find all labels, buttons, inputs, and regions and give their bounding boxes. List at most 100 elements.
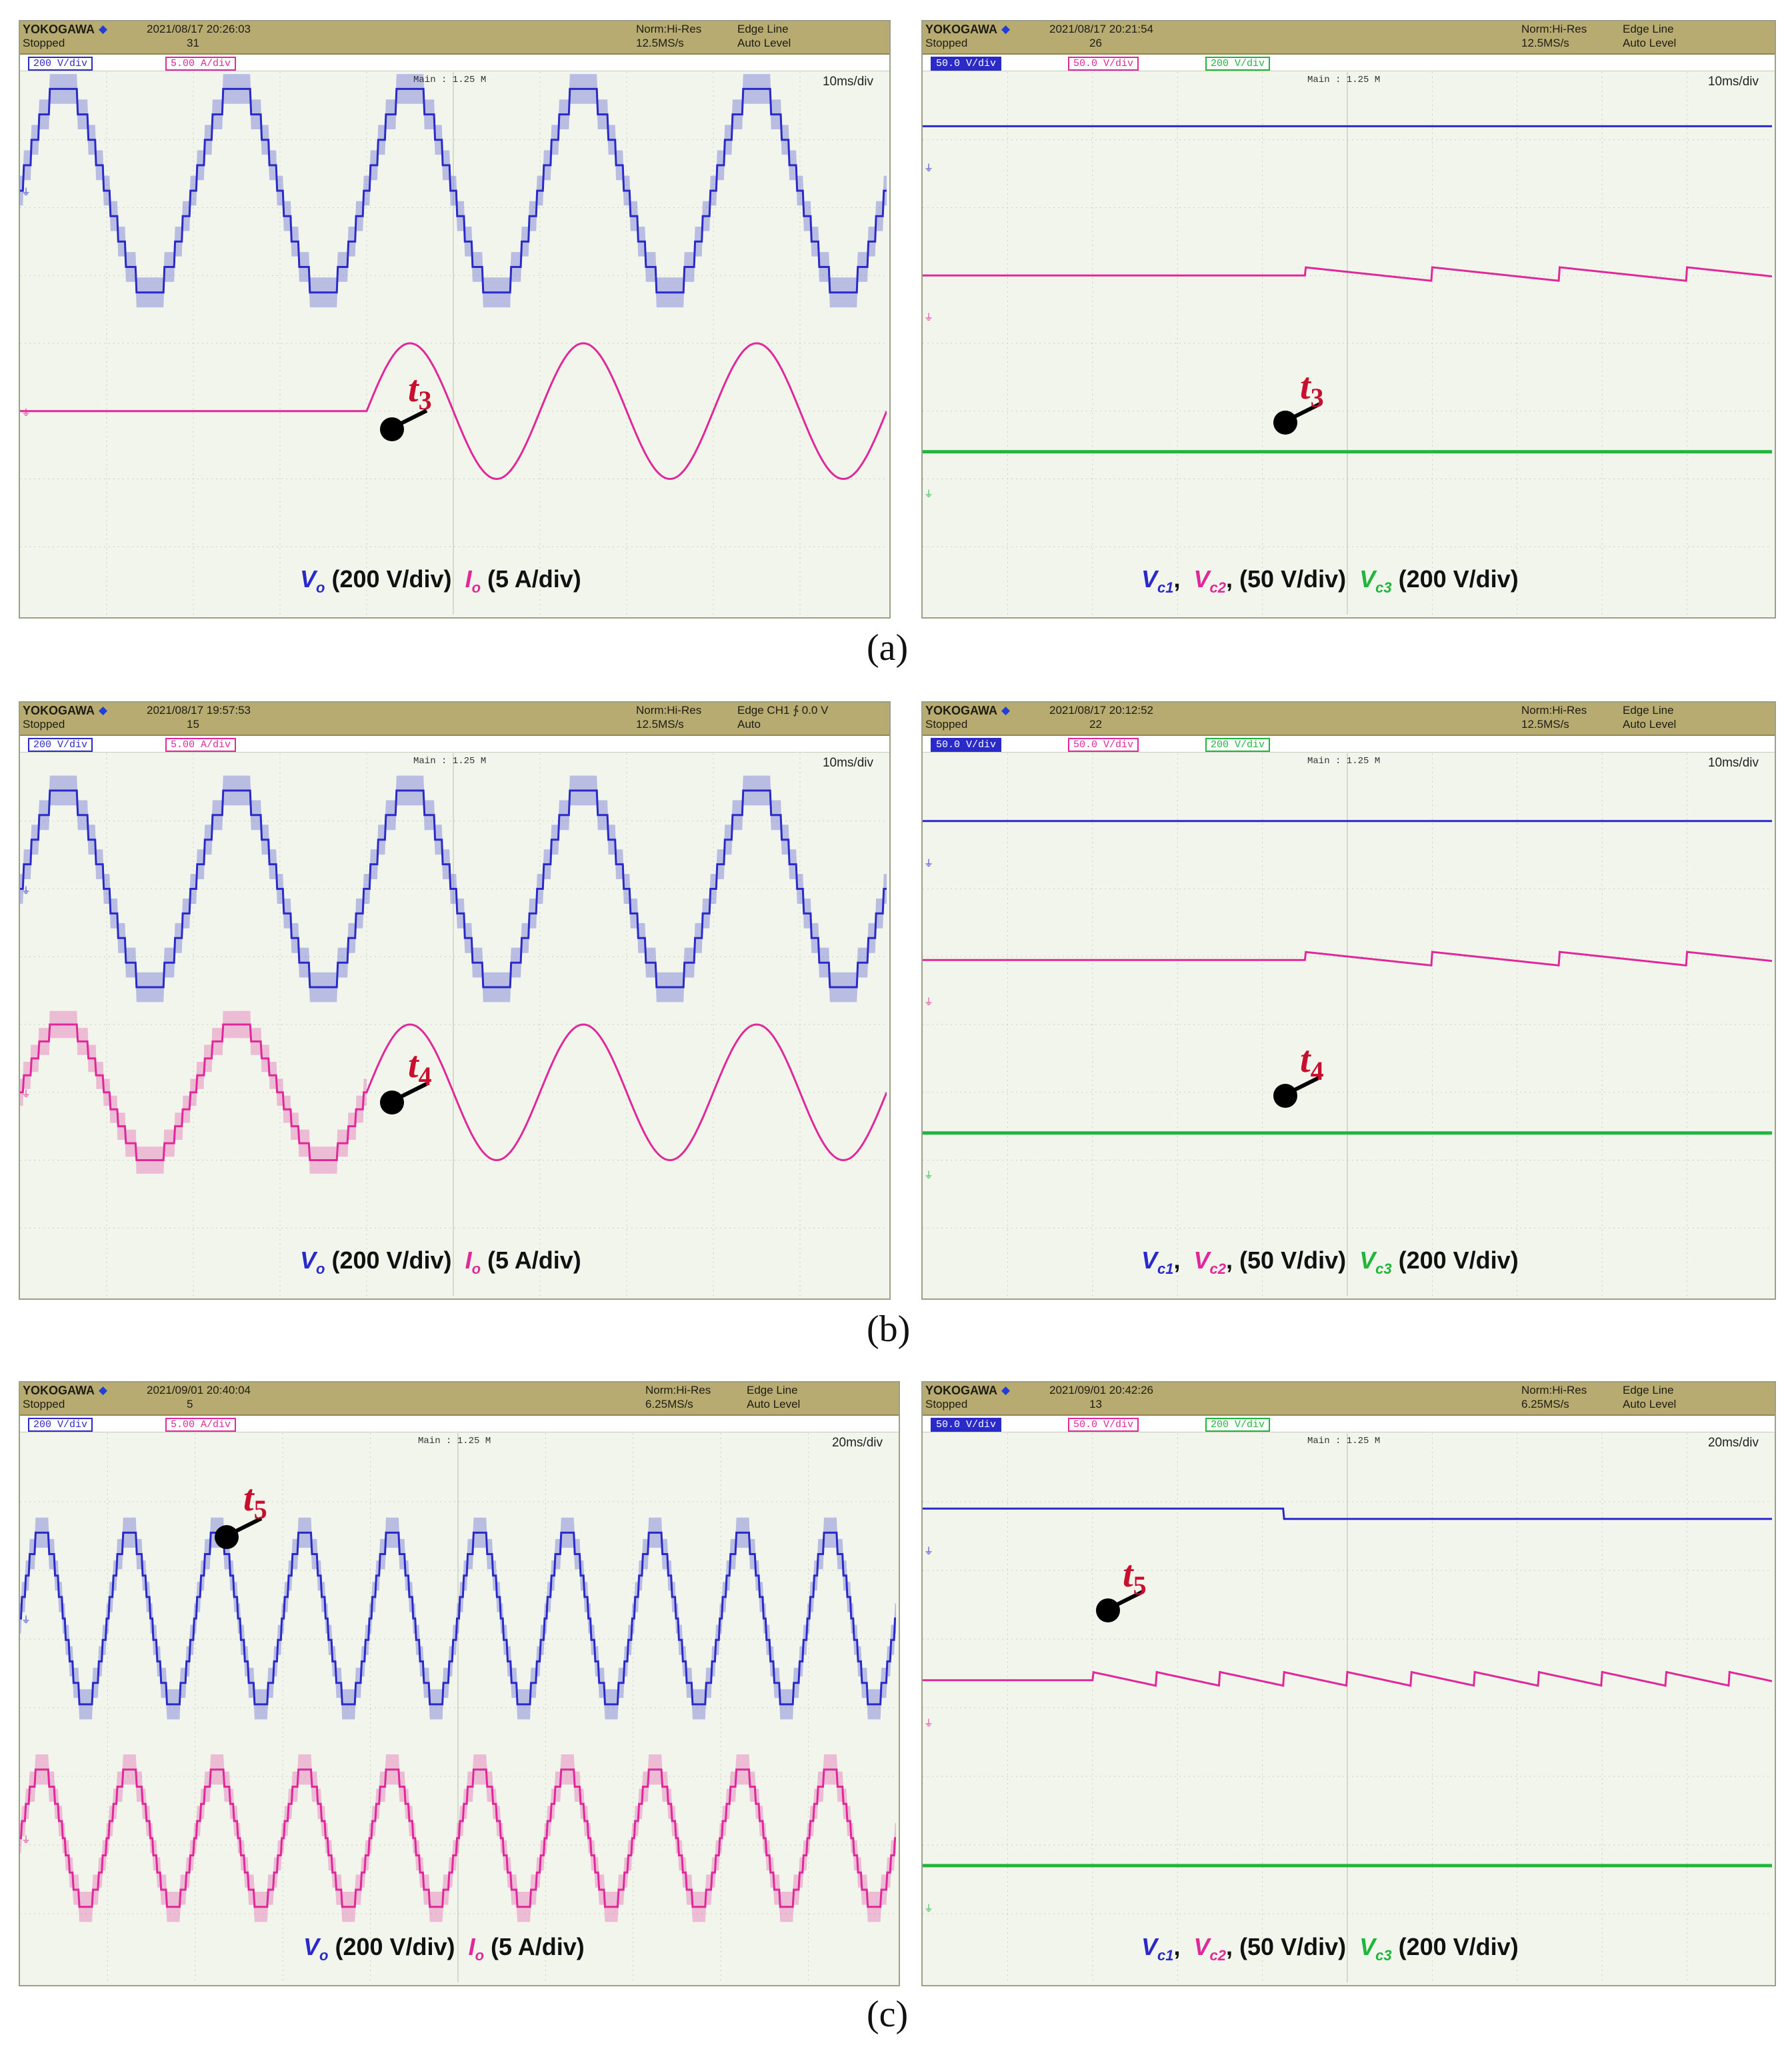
trigger-level: Auto Level <box>747 1398 801 1410</box>
acquisition-status: Stopped <box>925 718 968 731</box>
brand-diamond-icon: ◆ <box>1001 704 1011 717</box>
record-length-label: Main : 1.25 M <box>418 1436 491 1446</box>
sample-rate: 12.5MS/s <box>1521 718 1569 731</box>
brand-diamond-icon: ◆ <box>99 704 108 717</box>
series-vc1-trace <box>923 1507 1772 1520</box>
brand-diamond-icon: ◆ <box>99 1384 108 1396</box>
legend-unit-2: , (50 V/div) <box>1226 565 1347 593</box>
channel-1-scale: 200 V/div <box>28 738 93 752</box>
channel-2-scale: 50.0 V/div <box>1068 57 1139 71</box>
event-marker-icon <box>1273 402 1321 435</box>
sample-rate: 12.5MS/s <box>636 718 684 731</box>
event-marker-icon <box>1273 1075 1321 1108</box>
series-io-trace <box>20 1023 887 1162</box>
ground-marker-vc2-icon: ⏚ <box>924 1718 933 1729</box>
legend-gap <box>1181 1246 1194 1274</box>
trigger-mode: Edge Line <box>1623 1384 1674 1396</box>
graticule <box>923 753 1772 1296</box>
channel-settings-row: 50.0 V/div 50.0 V/div 200 V/div <box>923 55 1775 71</box>
trace-legend: Vo (200 V/div) Io (5 A/div) <box>300 565 595 597</box>
event-symbol: t <box>408 1044 419 1086</box>
waveform-svg <box>20 72 887 615</box>
legend-unit-1: , <box>1173 565 1181 593</box>
brand-diamond-icon: ◆ <box>1001 23 1011 35</box>
acquisition-status: Stopped <box>23 718 65 731</box>
waveform-svg <box>923 72 1772 615</box>
channel-settings-row: 200 V/div 5.00 A/div <box>20 736 889 753</box>
legend-gap <box>1346 565 1359 593</box>
trigger-level: Auto Level <box>1623 37 1677 49</box>
channel-1-scale: 50.0 V/div <box>931 57 1002 71</box>
legend-gap <box>1519 1246 1532 1274</box>
acquisition-count: 31 <box>187 37 199 49</box>
legend-gap <box>1519 1933 1532 1960</box>
legend-gap <box>585 1933 598 1960</box>
timebase-label: 10ms/div <box>822 75 873 89</box>
legend-symbol-1: V <box>1141 1246 1158 1274</box>
event-subscript: 4 <box>1310 1056 1324 1086</box>
graticule <box>923 72 1772 615</box>
sample-mode: Norm:Hi-Res <box>636 704 702 717</box>
legend-gap <box>1181 565 1194 593</box>
channel-2-scale: 50.0 V/div <box>1068 1418 1139 1432</box>
waveform-plot: Main : 1.25 M 20ms/div ⏚ ⏚ <box>20 1433 899 1985</box>
trigger-level: Auto <box>737 718 761 731</box>
legend-symbol-2: V <box>1193 1246 1210 1274</box>
marker-dot <box>1273 1084 1297 1108</box>
legend-subscript-1: o <box>316 579 325 597</box>
event-subscript: 5 <box>253 1494 267 1525</box>
legend-symbol-2: I <box>465 1246 472 1274</box>
legend-unit-3: (200 V/div) <box>1391 1246 1519 1274</box>
sample-mode: Norm:Hi-Res <box>636 23 702 35</box>
brand-logo: YOKOGAWA <box>23 704 95 717</box>
legend-unit-2: , (50 V/div) <box>1226 1246 1347 1274</box>
brand-diamond-icon: ◆ <box>1001 1384 1011 1396</box>
timebase-label: 20ms/div <box>1707 1436 1759 1450</box>
channel-settings-row: 200 V/div 5.00 A/div <box>20 1416 899 1432</box>
scope-header: YOKOGAWA ◆ 2021/08/17 19:57:53 Stopped 15 Nor… <box>20 703 889 736</box>
sample-mode: Norm:Hi-Res <box>1521 1384 1587 1396</box>
sample-mode: Norm:Hi-Res <box>1521 704 1587 717</box>
legend-gap <box>1346 1246 1359 1274</box>
series-vc2-trace <box>923 1670 1772 1687</box>
event-marker-icon <box>380 409 428 441</box>
waveform-svg <box>923 1433 1772 1982</box>
ground-marker-vo-icon: ⏚ <box>21 187 31 199</box>
acquisition-status: Stopped <box>925 37 968 49</box>
legend-unit-2: (5 A/div) <box>484 1933 585 1960</box>
legend-symbol-2: V <box>1193 1933 1210 1960</box>
datetime-readout: 2021/09/01 20:40:04 <box>147 1384 251 1396</box>
legend-gap <box>1181 1933 1194 1960</box>
event-time-label: t4 <box>408 1044 432 1092</box>
brand-logo: YOKOGAWA <box>925 23 998 36</box>
event-time-label: t3 <box>1300 365 1324 413</box>
channel-2-scale: 5.00 A/div <box>165 57 237 71</box>
legend-unit-1: , <box>1173 1246 1181 1274</box>
legend-unit-3: (200 V/div) <box>1391 1933 1519 1960</box>
channel-2-scale: 50.0 V/div <box>1068 738 1139 752</box>
marker-pointer <box>1292 402 1321 419</box>
oscilloscope-screen-a-right: YOKOGAWA ◆ 2021/08/17 20:21:54 Stopped 26 Nor… <box>921 20 1776 619</box>
oscilloscope-screen-b-right: YOKOGAWA ◆ 2021/08/17 20:12:52 Stopped 22 Nor… <box>921 701 1776 1300</box>
sample-rate: 12.5MS/s <box>1521 37 1569 49</box>
ground-marker-vo-icon: ⏚ <box>21 1615 31 1626</box>
record-length-label: Main : 1.25 M <box>1307 75 1381 85</box>
record-length-label: Main : 1.25 M <box>1307 756 1381 767</box>
event-time-label: t4 <box>1300 1038 1324 1086</box>
legend-subscript-2: o <box>471 1260 481 1278</box>
trace-legend: Vo (200 V/div) Io (5 A/div) <box>300 1246 595 1278</box>
record-length-label: Main : 1.25 M <box>1307 1436 1381 1446</box>
legend-subscript-3: c3 <box>1375 1947 1392 1964</box>
timebase-label: 10ms/div <box>1707 756 1759 770</box>
legend-gap <box>452 1246 465 1274</box>
marker-dot <box>1273 411 1297 435</box>
ground-marker-vc2-icon: ⏚ <box>924 997 933 1009</box>
event-subscript: 5 <box>1133 1570 1147 1601</box>
brand-logo: YOKOGAWA <box>925 704 998 717</box>
legend-unit-2: (5 A/div) <box>481 565 581 593</box>
event-time-label: t5 <box>243 1477 267 1525</box>
event-subscript: 3 <box>418 385 432 416</box>
subfigure-caption: (c) <box>867 1994 909 2035</box>
channel-1-scale: 50.0 V/div <box>931 738 1002 752</box>
legend-subscript-3: c3 <box>1375 579 1392 597</box>
